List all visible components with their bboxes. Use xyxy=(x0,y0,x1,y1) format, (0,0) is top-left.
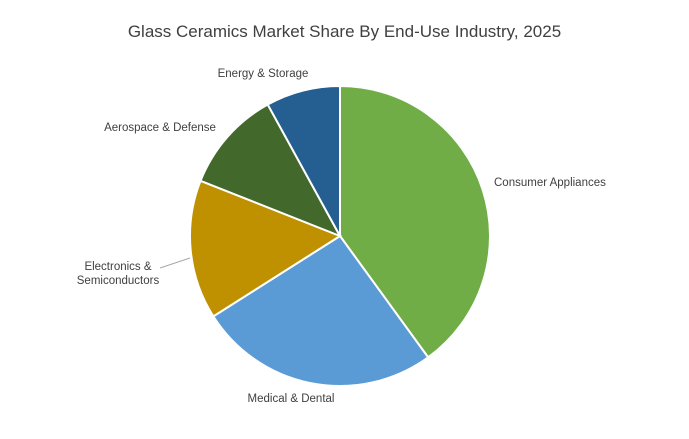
pie-slice-aerospace-defense xyxy=(199,103,343,238)
slice-label: Electronics & Semiconductors xyxy=(77,261,160,287)
slice-label: Consumer Appliances xyxy=(494,177,606,189)
slice-label: Aerospace & Defense xyxy=(104,122,216,134)
pie-slices xyxy=(189,84,491,387)
pie-slice-energy-storage xyxy=(266,84,341,237)
pie-slice-consumer-appliances xyxy=(339,84,491,359)
pie-slice-electronics-semiconductors xyxy=(189,179,343,318)
slice-label: Medical & Dental xyxy=(248,393,335,405)
leader-line xyxy=(159,257,191,269)
leader-lines xyxy=(159,257,191,269)
pie-slice-medical-dental xyxy=(211,234,430,387)
chart-title: Glass Ceramics Market Share By End-Use I… xyxy=(127,22,562,41)
slice-labels: Consumer Appliances Medical & Dental Elect… xyxy=(77,68,606,405)
slice-label: Energy & Storage xyxy=(218,68,309,80)
